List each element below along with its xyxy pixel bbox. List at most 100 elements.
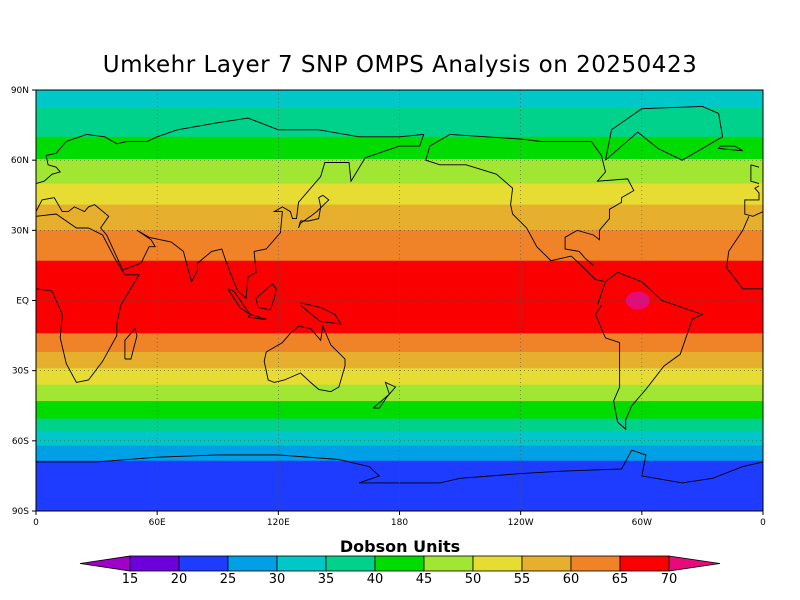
field-strip	[36, 503, 763, 506]
field-strip	[36, 371, 763, 374]
field-strip	[36, 484, 763, 486]
field-strip	[36, 487, 763, 490]
field-strip	[36, 94, 763, 97]
field-strip	[36, 452, 763, 455]
field-strip	[36, 294, 763, 297]
field-strip	[36, 446, 763, 449]
colorbar-tick-label: 35	[317, 572, 335, 587]
field-strip	[36, 474, 763, 477]
field-strip	[36, 416, 763, 418]
field-strip	[36, 92, 763, 94]
field-strip	[36, 508, 763, 511]
field-strip	[36, 464, 763, 466]
coastline-segment	[35, 213, 763, 383]
field-strip	[36, 412, 763, 415]
field-strip	[36, 170, 763, 173]
field-strip	[36, 370, 763, 373]
coastline-segment	[35, 117, 764, 300]
field-strip	[36, 115, 763, 118]
field-strip	[36, 482, 763, 485]
field-strip	[36, 184, 763, 187]
field-strip	[36, 198, 763, 201]
field-strip	[36, 404, 763, 407]
field-strip	[36, 477, 763, 479]
field-strip	[36, 243, 763, 245]
field-strip	[36, 344, 763, 347]
field-strip	[36, 277, 763, 279]
coastline-segment	[372, 381, 397, 409]
field-strip	[36, 187, 763, 189]
colorbar-tick-label: 15	[121, 572, 139, 587]
field-strip	[36, 106, 763, 108]
field-strip	[36, 429, 763, 431]
field-strip	[36, 126, 763, 128]
coastline-segment	[594, 271, 704, 431]
field-strip	[36, 150, 763, 153]
field-strip	[36, 306, 763, 308]
field-strip	[36, 444, 763, 446]
field-strip	[36, 459, 763, 462]
field-strip	[36, 451, 763, 453]
field-strip	[36, 350, 763, 353]
coastlines	[35, 105, 764, 484]
coastline-segment	[750, 164, 760, 185]
coastline-segment	[425, 133, 635, 283]
field-strip	[36, 432, 763, 435]
field-strip	[36, 104, 763, 106]
field-strip	[36, 382, 763, 384]
field-strip	[36, 99, 763, 101]
field-strip	[36, 334, 763, 336]
lon-tick-label: 0	[760, 518, 766, 528]
field-strip	[36, 252, 763, 255]
field-strip	[36, 182, 763, 184]
field-strip	[36, 247, 763, 250]
field-strip	[36, 139, 763, 141]
field-strip	[36, 431, 763, 434]
lat-tick-label: 90S	[12, 507, 29, 517]
field-strip	[36, 325, 763, 327]
field-strip	[36, 105, 763, 107]
colorbar-title: Dobson Units	[339, 537, 461, 556]
coastline-segment	[717, 145, 744, 152]
field-strip	[36, 355, 763, 358]
field-strip	[36, 156, 763, 159]
field-strip	[36, 219, 763, 222]
field-strip	[36, 210, 763, 213]
field-strip	[36, 163, 763, 166]
lat-tick-label: EQ	[16, 297, 29, 307]
field-strip	[36, 220, 763, 223]
field-strip	[36, 280, 763, 283]
field-strip	[36, 203, 763, 206]
field-strip	[36, 449, 763, 451]
colorbar-tick-label: 70	[660, 572, 678, 587]
field-strip	[36, 128, 763, 131]
field-strip	[36, 458, 763, 460]
field-strip	[36, 392, 763, 395]
field-strip	[36, 494, 763, 497]
field-strip	[36, 258, 763, 260]
field-strip	[36, 249, 763, 251]
field-strip	[36, 246, 763, 249]
field-strip	[36, 266, 763, 269]
colorbar-tick-label: 65	[611, 572, 629, 587]
colorbar-tick-label: 20	[170, 572, 188, 587]
field-strip	[36, 218, 763, 221]
field-strip	[36, 388, 763, 390]
colorbar-tick-label: 50	[464, 572, 482, 587]
field-strip	[36, 430, 763, 432]
field-strip	[36, 384, 763, 387]
field-strip	[36, 305, 763, 307]
colorbar-swatch	[521, 555, 572, 572]
field-strip	[36, 140, 763, 142]
field-strip	[36, 376, 763, 379]
field-strip	[36, 191, 763, 194]
field-strip	[36, 153, 763, 155]
lon-tick-label: 60E	[149, 518, 166, 528]
field-strip	[36, 426, 763, 429]
field-strip	[36, 291, 763, 293]
field-strip	[36, 362, 763, 365]
field-strip	[36, 467, 763, 470]
field-strip	[36, 154, 763, 156]
field-strip	[36, 259, 763, 262]
